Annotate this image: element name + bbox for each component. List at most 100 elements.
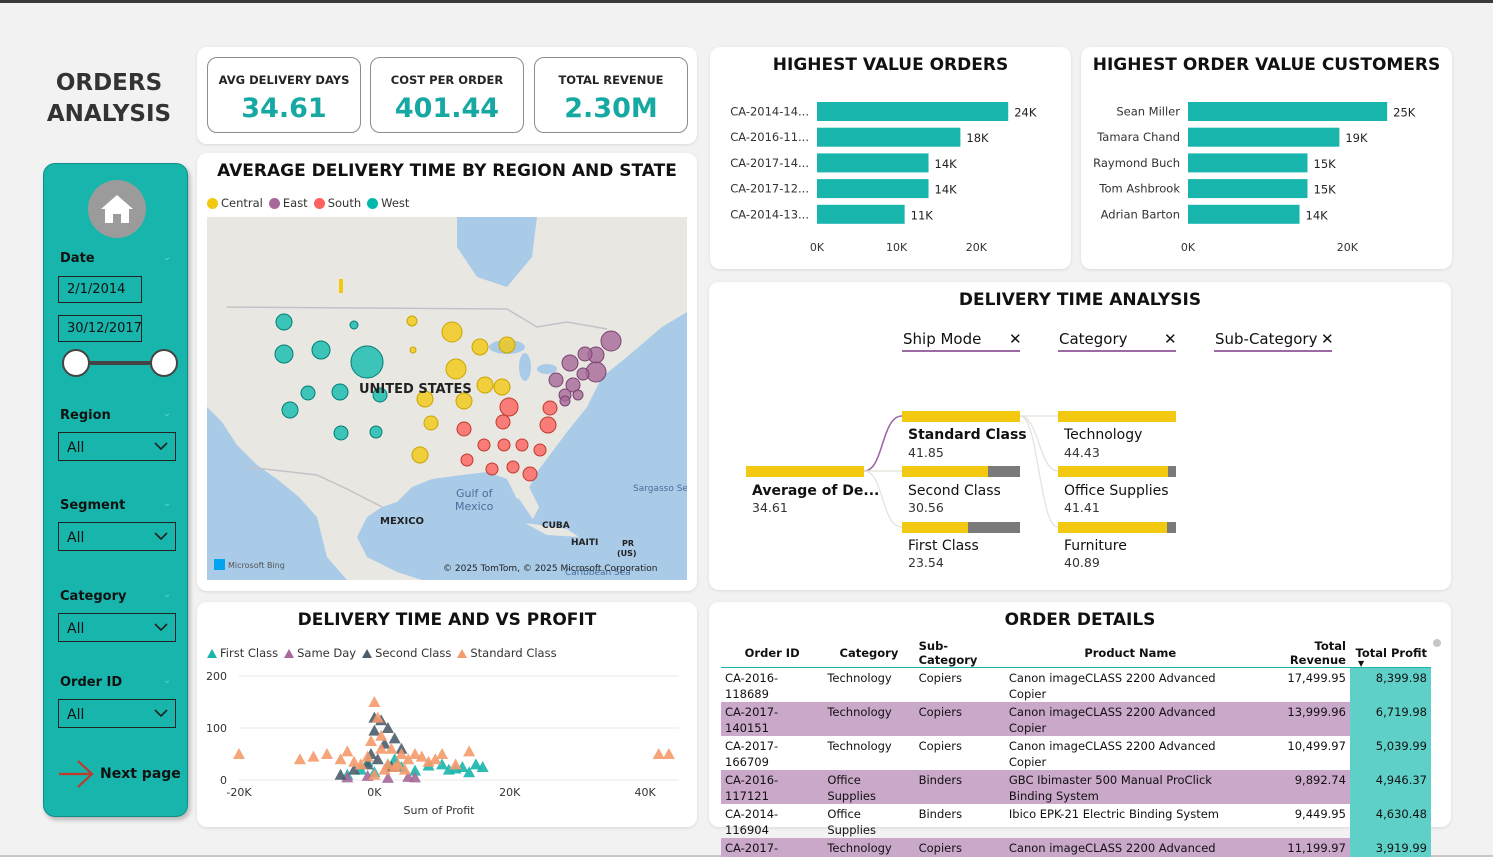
scatter-point[interactable]	[368, 724, 381, 736]
scatter-point[interactable]	[429, 753, 442, 765]
scatter-point[interactable]	[392, 758, 405, 770]
legend-item-same-day[interactable]: Same Day	[284, 646, 356, 660]
table-row[interactable]: CA-2016-117121 Office Supplies Binders GBC …	[721, 770, 1431, 804]
scatter-point[interactable]	[398, 763, 411, 775]
category-filter-chevron-icon[interactable]: ⌄	[163, 589, 172, 600]
scatter-point[interactable]	[354, 758, 367, 770]
column-header-order-id[interactable]: Order ID	[721, 639, 824, 668]
scatter-point[interactable]	[307, 750, 320, 762]
scatter-point[interactable]	[321, 748, 333, 759]
scatter-point[interactable]	[381, 722, 394, 733]
column-header-category[interactable]: Category	[823, 639, 915, 668]
column-header-total-revenue[interactable]: Total Revenue	[1255, 639, 1350, 668]
legend-item-second-class[interactable]: Second Class	[362, 646, 451, 660]
bar[interactable]	[817, 102, 1009, 121]
category-dropdown[interactable]: All	[58, 613, 176, 642]
highest-value-orders-chart[interactable]: CA-2014-14... 24K CA-2016-11... 18K CA-2017-…	[710, 87, 1071, 267]
scatter-point[interactable]	[341, 745, 354, 757]
scatter-point[interactable]	[371, 711, 384, 723]
scatter-point[interactable]	[334, 753, 347, 765]
scatter-point[interactable]	[409, 748, 421, 759]
scatter-point[interactable]	[368, 696, 381, 707]
scatter-point[interactable]	[368, 768, 381, 780]
decomp-node-furniture[interactable]	[1058, 522, 1176, 533]
bar[interactable]	[817, 179, 929, 199]
bar[interactable]	[1188, 179, 1308, 199]
scatter-point[interactable]	[476, 761, 489, 772]
scatter-point[interactable]	[395, 748, 408, 759]
bubble-map[interactable]: UNITED STATES Gulf of Mexico MEXICO CUBA…	[207, 217, 687, 580]
date-range-slider-end-handle[interactable]	[150, 349, 178, 377]
scatter-point[interactable]	[463, 766, 476, 778]
scatter-point[interactable]	[365, 735, 377, 746]
scatter-point[interactable]	[361, 750, 374, 762]
highest-order-value-customers-chart[interactable]: Sean Miller 25K Tamara Chand 19K Raymond Buc…	[1081, 87, 1452, 267]
column-header-product-name[interactable]: Product Name	[1004, 639, 1256, 668]
scatter-point[interactable]	[388, 732, 401, 744]
scatter-point[interactable]	[463, 745, 476, 757]
decomp-node-second-class[interactable]	[902, 466, 1020, 477]
order-id-dropdown[interactable]: All	[58, 699, 176, 728]
date-end-input[interactable]: 30/12/2017	[58, 315, 142, 342]
decomp-node-first-class[interactable]	[902, 522, 1020, 533]
table-row[interactable]: CA-2016-118689 Technology Copiers Canon ima…	[721, 667, 1431, 702]
bar[interactable]	[1188, 204, 1300, 224]
scatter-point[interactable]	[402, 753, 415, 765]
scatter-point[interactable]	[415, 750, 428, 762]
legend-item-standard-class[interactable]: Standard Class	[457, 646, 557, 660]
scatter-point[interactable]	[233, 748, 245, 759]
next-page-button[interactable]: Next page	[58, 754, 183, 794]
legend-item-east[interactable]: East	[268, 196, 308, 210]
bar[interactable]	[817, 127, 961, 147]
date-filter-chevron-icon[interactable]: ⌄	[163, 252, 172, 263]
scatter-point[interactable]	[436, 758, 449, 770]
scatter-point[interactable]	[348, 763, 361, 775]
date-range-slider-track[interactable]	[78, 361, 166, 365]
scatter-point[interactable]	[385, 742, 398, 754]
map-canvas[interactable]: UNITED STATES Gulf of Mexico MEXICO CUBA…	[207, 217, 687, 580]
date-start-input[interactable]: 2/1/2014	[58, 276, 142, 303]
table-row[interactable]: CA-2017-140151 Technology Copiers Canon ima…	[721, 702, 1431, 736]
bar[interactable]	[1188, 153, 1308, 173]
region-dropdown[interactable]: All	[58, 432, 176, 461]
scatter-point[interactable]	[293, 753, 306, 765]
home-button[interactable]	[88, 180, 146, 238]
level-header-ship-mode[interactable]: Ship Mode	[903, 330, 981, 348]
scatter-point[interactable]	[381, 771, 394, 783]
column-header-sub-category[interactable]: Sub-Category	[914, 639, 1005, 668]
legend-item-south[interactable]: South	[313, 196, 361, 210]
date-range-slider-start-handle[interactable]	[62, 349, 90, 377]
bar[interactable]	[1188, 102, 1388, 121]
scatter-plot[interactable]: 0 100 200 -20K 0K 20K 40K Sum of Profit	[197, 664, 697, 824]
decomp-node-office-supplies[interactable]	[1058, 466, 1176, 477]
segment-dropdown[interactable]: All	[58, 522, 176, 551]
level-header-category[interactable]: Category	[1059, 330, 1128, 348]
remove-level-category-icon[interactable]: ✕	[1164, 330, 1177, 348]
region-filter-chevron-icon[interactable]: ⌄	[163, 408, 172, 419]
order-id-filter-chevron-icon[interactable]: ⌄	[163, 675, 172, 686]
column-header-total-profit[interactable]: Total Profit ▼	[1349, 639, 1431, 668]
legend-item-central[interactable]: Central	[207, 196, 263, 210]
legend-item-west[interactable]: West	[367, 196, 409, 210]
scatter-point[interactable]	[371, 753, 384, 765]
scatter-point[interactable]	[375, 729, 388, 741]
scatter-point[interactable]	[409, 764, 421, 776]
scatter-point[interactable]	[449, 758, 462, 770]
bar[interactable]	[1188, 127, 1340, 147]
table-row[interactable]: CA-2017-166709 Technology Copiers Canon ima…	[721, 736, 1431, 770]
scatter-point[interactable]	[436, 748, 449, 759]
scatter-point[interactable]	[381, 758, 394, 770]
segment-filter-chevron-icon[interactable]: ⌄	[163, 498, 172, 509]
table-row[interactable]: CA-2014-116904 Office Supplies Binders Ibic…	[721, 804, 1431, 838]
scatter-point[interactable]	[409, 771, 421, 783]
decomp-node-technology[interactable]	[1058, 411, 1176, 422]
bar[interactable]	[817, 204, 905, 224]
scatter-point[interactable]	[662, 748, 675, 759]
decomp-root-bar[interactable]	[746, 466, 864, 477]
level-header-sub-category[interactable]: Sub-Category	[1215, 330, 1317, 348]
remove-level-ship-mode-icon[interactable]: ✕	[1009, 330, 1022, 348]
scatter-point[interactable]	[375, 742, 388, 754]
table-row[interactable]: CA-2017-127180TechnologyCopiersCanon ima…	[721, 838, 1431, 857]
table-scrollbar-thumb[interactable]	[1433, 639, 1441, 647]
bar[interactable]	[817, 153, 929, 173]
